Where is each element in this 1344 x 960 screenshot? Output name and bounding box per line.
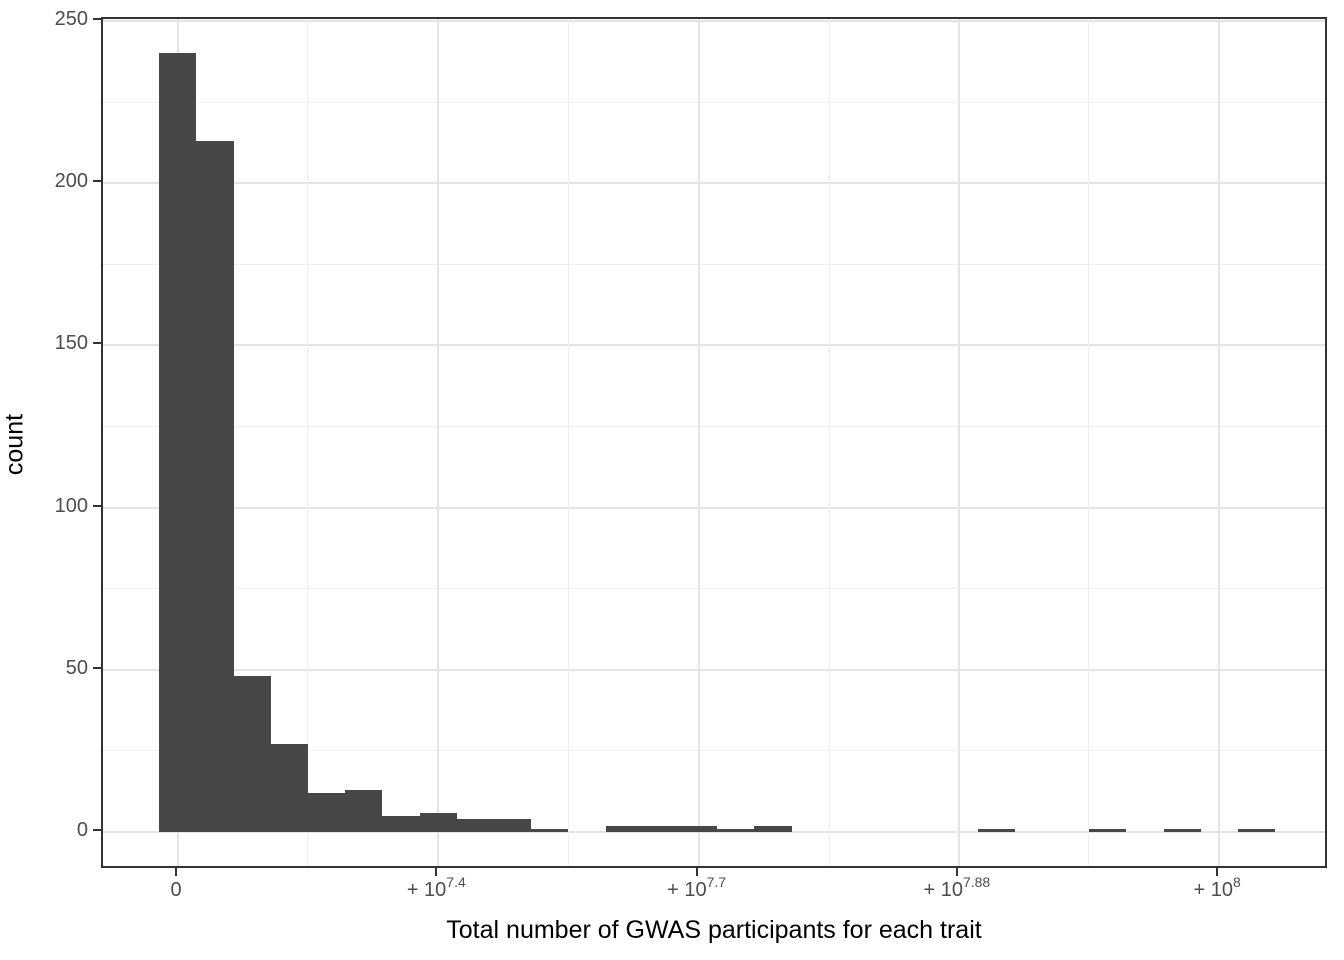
y-tick-mark <box>93 17 101 20</box>
y-major-gridline <box>103 668 1325 671</box>
y-major-gridline <box>103 831 1325 834</box>
x-tick-label-exponent: 7.7 <box>706 874 727 891</box>
histogram-bar <box>159 53 197 833</box>
y-major-gridline <box>103 506 1325 509</box>
histogram-bar <box>680 825 718 833</box>
x-tick-label-base: + 10 <box>667 879 707 901</box>
y-major-gridline <box>103 344 1325 347</box>
histogram-bar <box>605 825 643 833</box>
histogram-bar <box>1089 828 1127 833</box>
y-minor-gridline <box>103 263 1325 265</box>
y-major-gridline <box>103 19 1325 22</box>
y-tick-mark <box>93 829 101 832</box>
x-major-gridline <box>697 19 700 866</box>
y-tick-label: 250 <box>54 7 88 30</box>
x-tick-label-exponent: 8 <box>1232 874 1241 891</box>
x-tick-label-base: + 10 <box>406 879 447 901</box>
y-tick-label: 100 <box>54 494 88 517</box>
x-tick-mark <box>955 868 958 876</box>
x-tick-label-exponent: 7.88 <box>962 874 991 891</box>
y-tick-mark <box>93 666 101 669</box>
histogram-bar <box>270 744 309 833</box>
x-minor-gridline <box>828 19 830 866</box>
x-tick-mark <box>1216 868 1219 876</box>
x-tick-label-exponent: 7.4 <box>446 874 466 891</box>
y-tick-label: 0 <box>76 819 88 842</box>
x-tick-label: + 107.88 <box>877 875 1037 902</box>
histogram-bar <box>642 825 681 833</box>
histogram-bar <box>531 828 569 833</box>
x-major-gridline <box>437 19 440 866</box>
x-tick-label: + 108 <box>1137 875 1297 902</box>
x-tick-label: + 107.7 <box>617 875 777 902</box>
x-tick-mark <box>435 868 438 876</box>
plot-panel <box>101 17 1327 868</box>
histogram-bar <box>308 793 346 833</box>
x-major-gridline <box>957 19 960 866</box>
x-tick-label: 0 <box>96 879 256 902</box>
histogram-bar <box>382 815 420 833</box>
y-minor-gridline <box>103 750 1325 752</box>
x-minor-gridline <box>307 19 309 866</box>
x-tick-label-base: + 10 <box>1193 879 1233 901</box>
y-tick-label: 200 <box>54 170 88 193</box>
y-axis-title: count <box>0 413 29 476</box>
x-tick-mark <box>175 868 178 876</box>
x-tick-label: + 107.4 <box>356 875 516 902</box>
histogram-bar <box>977 828 1015 833</box>
y-minor-gridline <box>103 588 1325 590</box>
histogram-bar <box>717 828 755 833</box>
histogram-bar <box>1163 828 1201 833</box>
x-tick-label-base: 0 <box>170 879 182 901</box>
histogram-bar <box>233 676 271 833</box>
histogram-bar <box>419 812 457 833</box>
histogram-bar <box>345 789 383 833</box>
y-minor-gridline <box>103 101 1325 103</box>
x-tick-label-base: + 10 <box>923 879 963 901</box>
x-axis-title: Total number of GWAS participants for ea… <box>446 916 982 944</box>
y-tick-label: 50 <box>65 656 88 679</box>
x-minor-gridline <box>567 19 569 866</box>
x-major-gridline <box>1218 19 1221 866</box>
histogram-bar <box>456 819 495 833</box>
x-tick-mark <box>695 868 698 876</box>
histogram-bar <box>1237 828 1276 833</box>
y-tick-mark <box>93 504 101 507</box>
y-tick-mark <box>93 342 101 345</box>
x-minor-gridline <box>1088 19 1090 866</box>
y-major-gridline <box>103 182 1325 185</box>
y-tick-mark <box>93 180 101 183</box>
histogram-bar <box>196 140 234 833</box>
histogram-bar <box>494 819 532 833</box>
y-minor-gridline <box>103 425 1325 427</box>
histogram-bar <box>754 825 792 833</box>
y-tick-label: 150 <box>54 332 88 355</box>
